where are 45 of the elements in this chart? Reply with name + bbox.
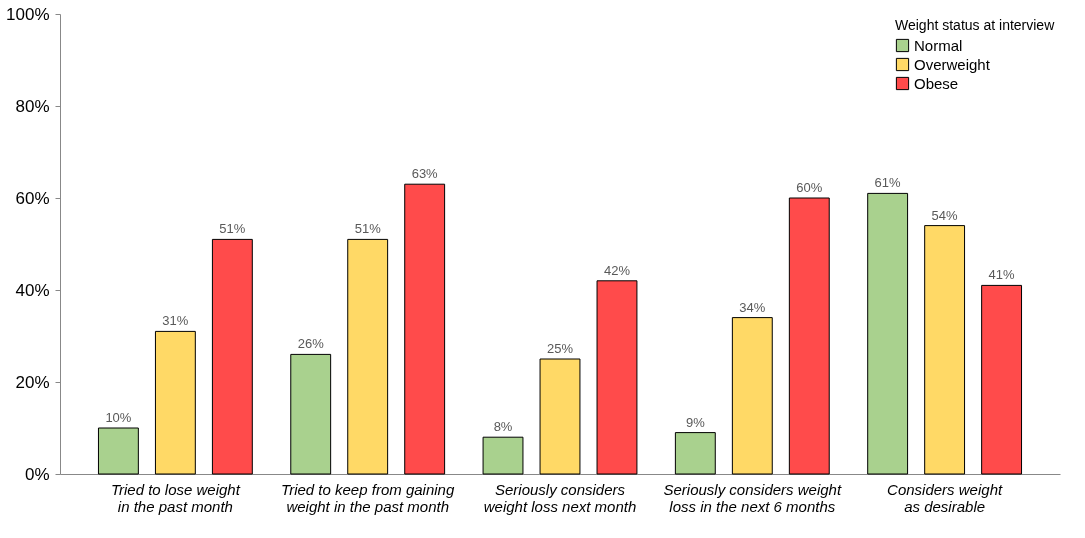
data-label: 25%	[546, 341, 574, 356]
bar	[539, 358, 581, 475]
data-label: 60%	[796, 180, 823, 195]
data-label: 42%	[603, 262, 631, 278]
bar	[981, 284, 1023, 475]
bar	[924, 225, 966, 475]
x-tick-label: Seriously considers weight loss in the next 6 months	[663, 480, 842, 515]
data-label: 8%	[493, 419, 513, 435]
bar	[211, 238, 253, 475]
x-tick-label: Considers weight as desirable	[887, 480, 1003, 515]
bar	[867, 192, 909, 475]
bar	[154, 330, 196, 475]
data-label: 61%	[874, 175, 902, 191]
bar	[290, 353, 332, 475]
data-label: 34%	[739, 299, 766, 315]
legend-title: Weight status at interview	[895, 17, 1056, 33]
bar	[404, 183, 446, 475]
y-tick-label: 0%	[24, 464, 50, 484]
bar	[674, 432, 716, 475]
legend-label: Obese	[914, 74, 959, 92]
data-label: 54%	[931, 207, 959, 223]
x-tick-label: Tried to keep from gaining weight in the past month	[281, 480, 455, 515]
x-tick-label: Seriously considers weight loss next month	[483, 480, 637, 515]
y-tick-label: 40%	[15, 280, 50, 300]
data-label: 9%	[685, 414, 706, 430]
y-tick-label: 60%	[15, 188, 50, 208]
data-label: 26%	[297, 336, 325, 352]
bar	[596, 280, 638, 475]
y-tick-label: 80%	[15, 96, 50, 116]
bar	[788, 197, 830, 475]
bar	[482, 436, 524, 475]
bar	[97, 427, 139, 475]
data-label: 51%	[354, 221, 382, 237]
legend-label: Overweight	[914, 55, 991, 73]
data-label: 10%	[105, 410, 132, 425]
bar	[731, 317, 773, 475]
legend-label: Normal	[914, 36, 963, 54]
x-tick-label: Tried to lose weight in the past month	[110, 480, 241, 515]
y-tick-label: 20%	[15, 372, 50, 392]
data-label: 51%	[219, 221, 246, 237]
data-label: 31%	[162, 313, 189, 329]
data-label: 41%	[988, 267, 1016, 283]
data-label: 63%	[411, 166, 439, 182]
bar	[347, 238, 389, 475]
y-tick-label: 100%	[6, 4, 50, 24]
